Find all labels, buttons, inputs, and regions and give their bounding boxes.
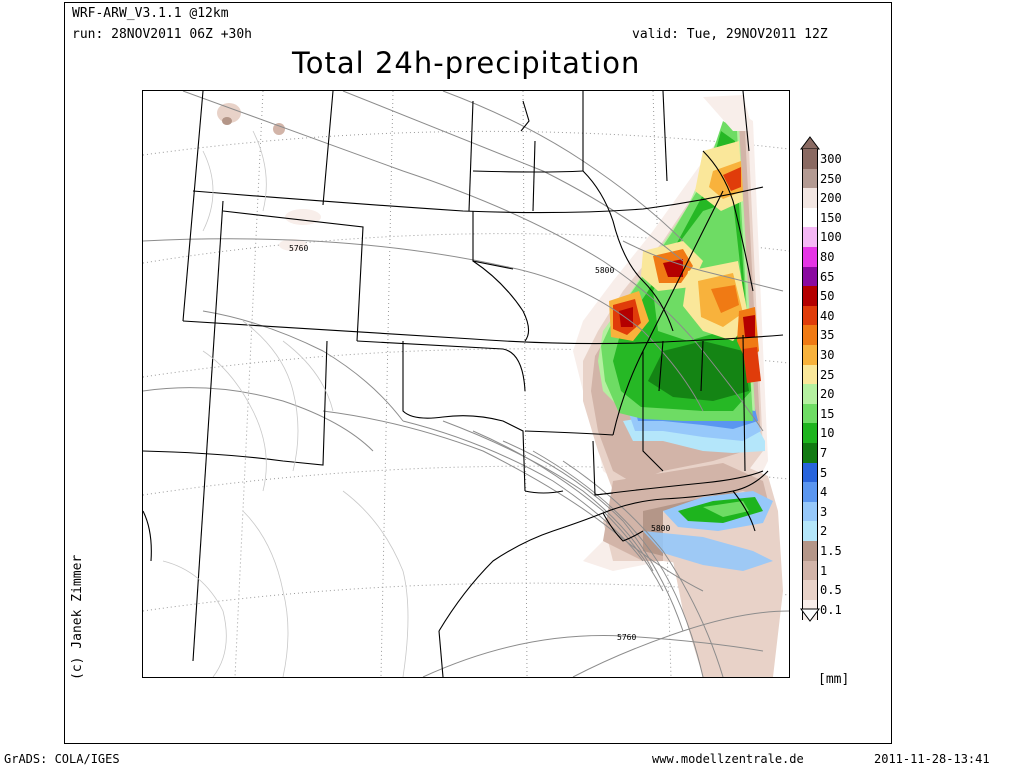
legend-swatch — [802, 541, 818, 562]
political-borders — [143, 91, 784, 662]
legend-label: 2 — [820, 524, 828, 539]
legend-swatch — [802, 168, 818, 189]
contour-label: 5760 — [617, 633, 636, 642]
legend-label: 100 — [820, 230, 842, 245]
legend-label: 50 — [820, 289, 835, 304]
legend-label: 1.5 — [820, 544, 842, 558]
legend-label: 5 — [820, 465, 828, 480]
legend-bottom-arrow — [800, 608, 820, 622]
copyright-credit: (c) Janek Zimmer — [70, 554, 85, 680]
legend-swatch — [802, 364, 818, 385]
valid-label: valid: Tue, 29NOV2011 12Z — [632, 27, 828, 42]
legend-label: 15 — [820, 406, 835, 421]
footer-website[interactable]: www.modellzentrale.de — [652, 752, 804, 766]
legend-label: 3 — [820, 504, 828, 519]
legend-label: 65 — [820, 269, 835, 284]
legend-label: 10 — [820, 426, 835, 441]
footer-timestamp: 2011-11-28-13:41 — [874, 752, 990, 766]
legend-swatch — [802, 560, 818, 581]
legend-label: 7 — [820, 446, 828, 460]
legend-swatch — [802, 423, 818, 444]
contour-label: 5800 — [595, 266, 614, 275]
run-label: run: 28NOV2011 06Z +30h — [72, 27, 253, 42]
legend-label: 40 — [820, 308, 835, 323]
footer-software: GrADS: COLA/IGES — [4, 752, 120, 766]
legend-swatch — [802, 345, 818, 366]
legend-swatch — [802, 325, 818, 346]
contour-label: 5760 — [289, 244, 308, 253]
legend-label: 30 — [820, 348, 835, 362]
legend-label: 0.1 — [820, 602, 842, 617]
legend-label: 150 — [820, 210, 842, 225]
legend-label: 300 — [820, 152, 842, 166]
terrain-contours — [162, 130, 409, 677]
legend-swatch — [802, 482, 818, 503]
legend-swatch — [802, 580, 818, 601]
precipitation-map: 5760 5800 5800 5760 — [142, 90, 790, 678]
legend-label: 80 — [820, 250, 835, 264]
legend-swatch — [802, 227, 818, 248]
legend-label: 1 — [820, 563, 828, 578]
precip-fields — [217, 95, 783, 677]
legend-label: 35 — [820, 328, 835, 343]
legend-label: 4 — [820, 485, 828, 500]
legend-swatch — [802, 462, 818, 483]
legend-swatch — [802, 247, 818, 268]
legend-label: 20 — [820, 387, 835, 402]
legend-swatch — [802, 286, 818, 307]
legend-swatch — [802, 149, 818, 170]
legend-label: 0.5 — [820, 583, 842, 598]
legend-swatch — [802, 188, 818, 209]
legend-label: 25 — [820, 367, 835, 382]
model-label: WRF-ARW_V3.1.1 @12km — [72, 6, 229, 21]
legend-swatch — [802, 521, 818, 542]
legend-swatch — [802, 384, 818, 405]
legend-swatch — [802, 403, 818, 424]
legend-label: 200 — [820, 191, 842, 206]
contour-labels: 5760 5800 5800 5760 — [289, 244, 670, 642]
legend-swatch — [802, 207, 818, 228]
legend-top-arrow — [800, 136, 820, 150]
legend-swatch — [802, 501, 818, 522]
contour-label: 5800 — [651, 524, 670, 533]
legend-swatch — [802, 443, 818, 464]
plot-frame — [64, 2, 892, 744]
coastline — [143, 100, 769, 677]
legend-swatch — [802, 266, 818, 287]
legend-unit: [mm] — [818, 672, 850, 687]
legend-label: 250 — [820, 171, 842, 186]
map-title: Total 24h-precipitation — [292, 46, 641, 80]
legend-swatch — [802, 305, 818, 326]
